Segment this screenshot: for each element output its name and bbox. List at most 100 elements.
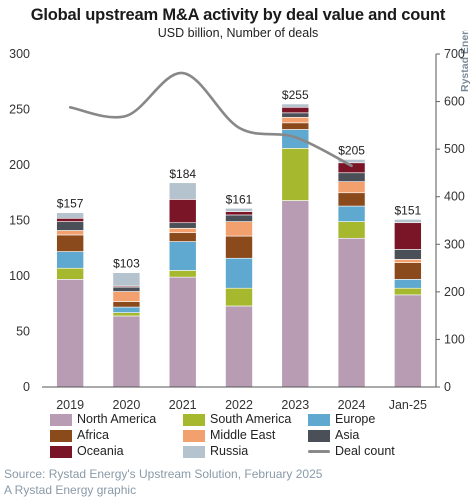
y-tick-label: 100 [9, 269, 30, 283]
bar-total-label: $161 [226, 192, 253, 206]
legend-swatch [50, 414, 72, 426]
bar-segment [225, 214, 253, 222]
legend-label: Russia [210, 444, 249, 458]
bar-segment [281, 148, 310, 201]
y-tick-label: 50 [16, 325, 30, 339]
bar-segment [56, 212, 84, 219]
bar-segment [337, 192, 366, 207]
deal-count-line [68, 71, 353, 168]
legend-swatch [183, 414, 205, 426]
x-tick-label: 2021 [169, 398, 197, 412]
legend-line-swatch [308, 450, 330, 453]
bar-segment [168, 232, 197, 242]
bar-total-label: $255 [282, 88, 309, 102]
legend-label: North America [77, 412, 157, 426]
bar-segment [394, 219, 422, 224]
y2-tick-label: 700 [444, 47, 465, 61]
legend-label: Europe [335, 412, 376, 426]
bar-segment [56, 251, 84, 269]
bar-segment [225, 211, 253, 216]
bar-segment [112, 272, 141, 287]
bar-segment [337, 221, 366, 239]
bar-segment [281, 122, 310, 130]
y-tick-label: 250 [9, 103, 30, 117]
bar-segment [112, 306, 141, 313]
legend-swatch [308, 414, 330, 426]
bar-total-label: $184 [169, 167, 196, 181]
source-note: Source: Rystad Energy's Upstream Solutio… [4, 467, 323, 481]
y-tick-label: 150 [9, 214, 30, 228]
bar-segment [168, 241, 197, 271]
y2-tick-label: 200 [444, 285, 465, 299]
legend-label: Middle East [210, 428, 276, 442]
bar-segment [394, 287, 422, 296]
bar-segment [56, 217, 84, 222]
bar-segment [225, 305, 253, 388]
bar-segment [56, 279, 84, 388]
x-tick-label: 2019 [56, 398, 84, 412]
y-tick-label: 300 [9, 47, 30, 61]
bar-segment [225, 257, 253, 289]
bar-segment [112, 301, 141, 308]
legend-swatch [183, 430, 205, 442]
bar-segment [281, 106, 310, 114]
legend-label: South America [210, 412, 292, 426]
y-tick-label: 200 [9, 158, 30, 172]
bar-segment [112, 312, 141, 317]
bar-segment [112, 286, 141, 292]
bar-segment [337, 159, 366, 164]
bar-segment [168, 276, 197, 388]
bar-segment [337, 237, 366, 388]
bar-segment [337, 205, 366, 222]
bar-total-label: $157 [57, 197, 84, 211]
bar-segment [225, 207, 253, 212]
x-tick-label: 2023 [281, 398, 309, 412]
y-tick-label: 0 [23, 380, 30, 394]
legend-label: Africa [77, 428, 109, 442]
bar-segment [168, 182, 197, 200]
bar-segment [281, 112, 310, 118]
legend-swatch [50, 446, 72, 458]
legend-label: Asia [335, 428, 360, 442]
bar-segment [168, 270, 197, 278]
bar-segment [112, 291, 141, 302]
bar-segment [56, 230, 84, 236]
bar-segment [394, 259, 422, 263]
bar-segment [281, 103, 310, 108]
bar-total-label: $151 [395, 203, 422, 217]
bar-segment [394, 249, 422, 260]
y2-tick-label: 500 [444, 142, 465, 156]
bar-segment [394, 279, 422, 289]
bar-segment [394, 294, 422, 388]
x-tick-label: 2022 [225, 398, 253, 412]
bar-segment [337, 162, 366, 174]
bar-segment [281, 200, 310, 388]
bar-total-label: $205 [338, 143, 365, 157]
y2-tick-label: 0 [444, 380, 451, 394]
bar-segment [281, 129, 310, 149]
bar-segment [56, 221, 84, 231]
bar-segment [337, 172, 366, 182]
bar-segment [112, 315, 141, 388]
legend-label: Deal count [335, 444, 395, 458]
y2-tick-label: 300 [444, 237, 465, 251]
y2-tick-label: 400 [444, 190, 465, 204]
bar-segment [168, 227, 197, 234]
bar-segment [281, 116, 310, 124]
x-tick-label: 2024 [338, 398, 366, 412]
x-tick-label: Jan-25 [389, 398, 427, 412]
legend-swatch [183, 446, 205, 458]
svg-text:Rystad Energy: Rystad Energy [459, 30, 471, 92]
legend-swatch [50, 430, 72, 442]
bar-segment [225, 287, 253, 307]
legend-label: Oceania [77, 444, 124, 458]
bar-total-label: $103 [113, 257, 140, 271]
bar-segment [56, 267, 84, 280]
bar-segment [168, 199, 197, 224]
brand-logo: Rystad Energy [459, 30, 471, 92]
credit-note: A Rystad Energy graphic [4, 483, 137, 497]
chart-title: Global upstream M&A activity by deal val… [30, 6, 446, 24]
chart-subtitle: USD billion, Number of deals [157, 26, 319, 40]
y2-tick-label: 600 [444, 95, 465, 109]
bar-segment [56, 234, 84, 252]
